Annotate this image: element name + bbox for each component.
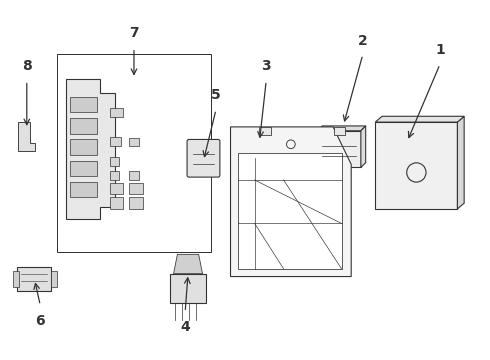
Bar [334,127,345,135]
Bar [70,139,98,155]
Polygon shape [361,126,366,167]
Bar [57,54,211,252]
Bar [110,183,123,194]
Bar [170,274,206,303]
Bar [110,136,122,146]
Polygon shape [173,255,202,274]
Text: 8: 8 [22,59,32,73]
Text: 5: 5 [211,88,221,102]
Bar [129,183,143,194]
Bar [311,148,318,160]
Bar [110,157,120,166]
Polygon shape [318,126,366,131]
Text: 1: 1 [435,44,445,57]
Bar [238,153,342,269]
Polygon shape [18,122,35,151]
Bar [70,182,98,197]
Bar [70,161,98,176]
Bar [13,271,19,287]
Polygon shape [318,131,361,167]
Text: 7: 7 [129,26,139,40]
Bar [110,171,120,180]
Polygon shape [375,116,464,122]
Bar [70,118,98,134]
FancyBboxPatch shape [187,139,220,177]
Bar [129,138,139,146]
Bar [129,171,139,180]
Text: 3: 3 [262,59,271,73]
Text: 6: 6 [35,314,45,328]
Polygon shape [375,122,457,209]
Bar [110,108,123,117]
Text: 2: 2 [358,34,368,48]
Polygon shape [66,78,115,219]
Bar [260,127,271,135]
Bar [110,197,123,209]
Polygon shape [230,127,351,276]
Bar [17,267,51,291]
Polygon shape [457,116,464,209]
Bar [70,97,98,112]
Bar [51,271,57,287]
Text: 4: 4 [180,320,190,334]
Bar [129,197,143,209]
